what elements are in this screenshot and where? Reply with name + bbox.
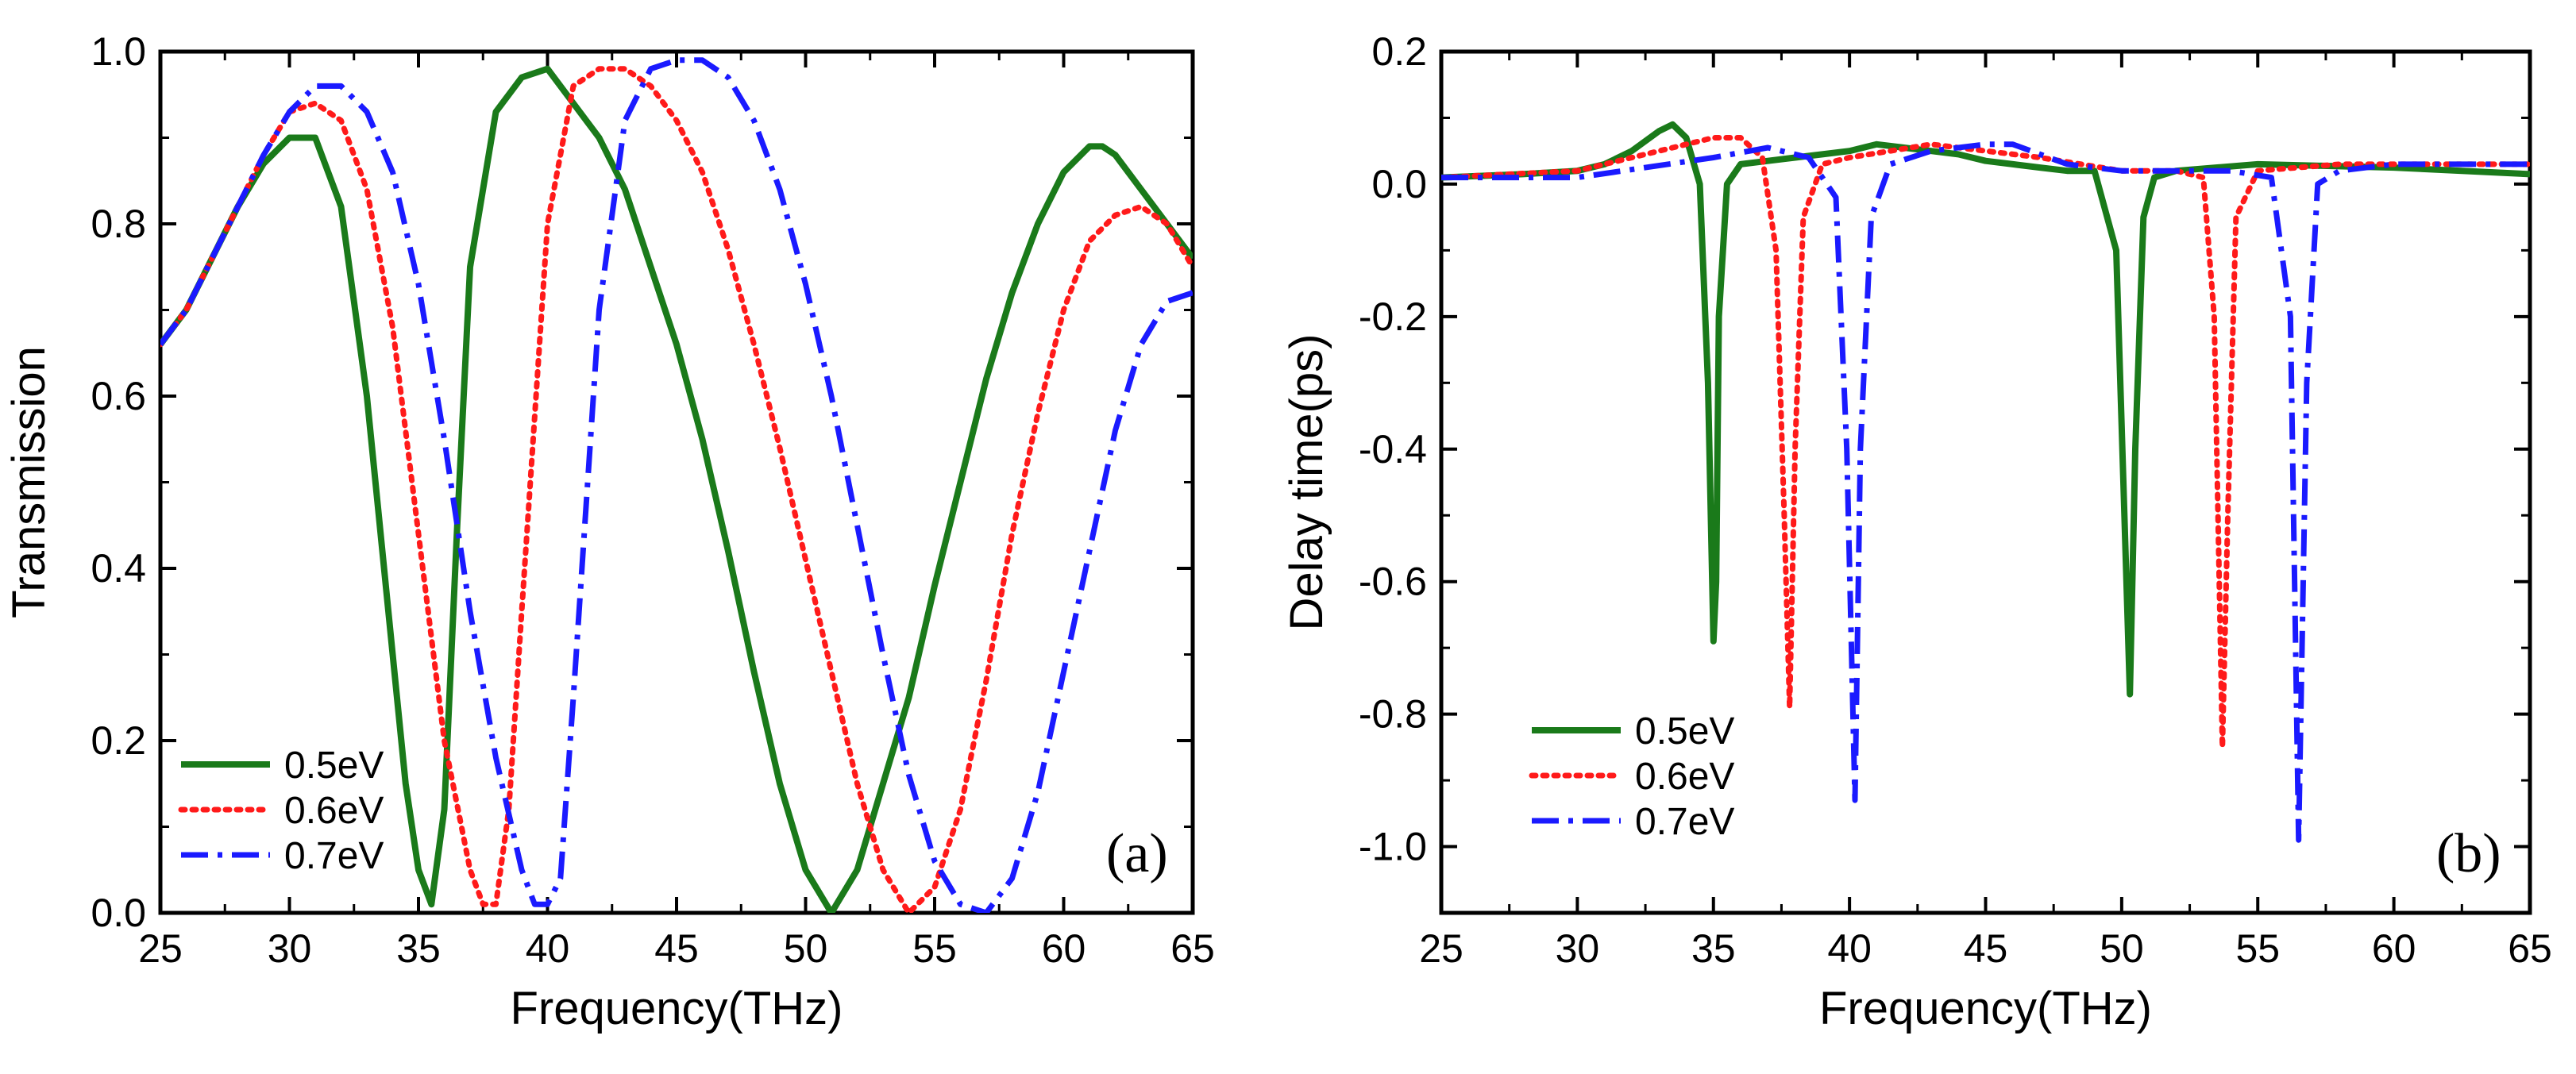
- y-tick-label: 0.2: [91, 718, 146, 763]
- x-tick-label: 40: [526, 926, 570, 971]
- plot-frame: [1439, 49, 2532, 915]
- y-tick-label: 1.0: [91, 29, 146, 74]
- x-tick-label: 45: [654, 926, 699, 971]
- x-tick-label: 65: [1170, 926, 1215, 971]
- y-axis-title: Delay time(ps): [1281, 334, 1332, 631]
- y-tick-label: -0.6: [1359, 560, 1427, 604]
- series-line-0.6eV: [1441, 135, 2530, 750]
- series-line-0.5eV: [160, 65, 1193, 913]
- y-axis-title: Transmission: [3, 346, 55, 618]
- y-tick-label: 0.0: [91, 891, 146, 935]
- x-tick-label: 60: [1042, 926, 1086, 971]
- x-tick-label: 55: [2235, 926, 2280, 971]
- legend-label-0.7eV: 0.7eV: [1635, 801, 1734, 843]
- x-tick-label: 50: [2100, 926, 2144, 971]
- x-tick-label: 45: [1964, 926, 2008, 971]
- series-line-0.5eV: [1441, 121, 2530, 698]
- legend-label-0.5eV: 0.5eV: [284, 745, 384, 787]
- x-tick-label: 30: [1556, 926, 1600, 971]
- x-tick-label: 40: [1827, 926, 1872, 971]
- y-tick-label: 0.6: [91, 374, 146, 418]
- series-line-0.7eV: [160, 57, 1193, 913]
- x-tick-label: 60: [2372, 926, 2416, 971]
- series-line-0.6eV: [160, 66, 1193, 913]
- y-tick-label: -1.0: [1359, 825, 1427, 869]
- panel-annotation: (b): [2436, 823, 2501, 884]
- y-tick-label: 0.2: [1371, 29, 1427, 74]
- x-tick-label: 55: [912, 926, 957, 971]
- y-tick-label: 0.4: [91, 546, 146, 591]
- x-axis-title: Frequency(THz): [1819, 983, 2152, 1034]
- x-axis-title: Frequency(THz): [511, 983, 843, 1034]
- y-tick-label: 0.8: [91, 202, 146, 246]
- x-tick-label: 35: [1691, 926, 1736, 971]
- x-tick-label: 50: [784, 926, 828, 971]
- series-line-0.7eV: [1441, 141, 2530, 843]
- legend-label-0.5eV: 0.5eV: [1635, 710, 1734, 753]
- y-tick-label: 0.0: [1371, 162, 1427, 206]
- panel-annotation: (a): [1106, 823, 1168, 884]
- y-tick-label: -0.4: [1359, 427, 1427, 472]
- x-tick-label: 65: [2508, 926, 2552, 971]
- y-tick-label: -0.2: [1359, 294, 1427, 339]
- panel-a-transmission-chart: 25 30 35 40 45 50 55 60 65 0.0 0.2 0.4 0.6 0.8 1.0 0.5e…: [3, 29, 1215, 1034]
- legend-label-0.6eV: 0.6eV: [1635, 756, 1734, 798]
- legend-label-0.7eV: 0.7eV: [284, 835, 384, 877]
- x-tick-label: 25: [138, 926, 183, 971]
- x-tick-label: 35: [396, 926, 441, 971]
- x-tick-label: 25: [1419, 926, 1463, 971]
- y-tick-label: -0.8: [1359, 692, 1427, 737]
- x-tick-label: 30: [268, 926, 312, 971]
- panel-b-delay-time-chart: 25 30 35 40 45 50 55 60 65 0.2 0.0 -0.2 -0.4 -0.6 -0.8…: [1281, 29, 2552, 1034]
- legend-label-0.6eV: 0.6eV: [284, 790, 384, 832]
